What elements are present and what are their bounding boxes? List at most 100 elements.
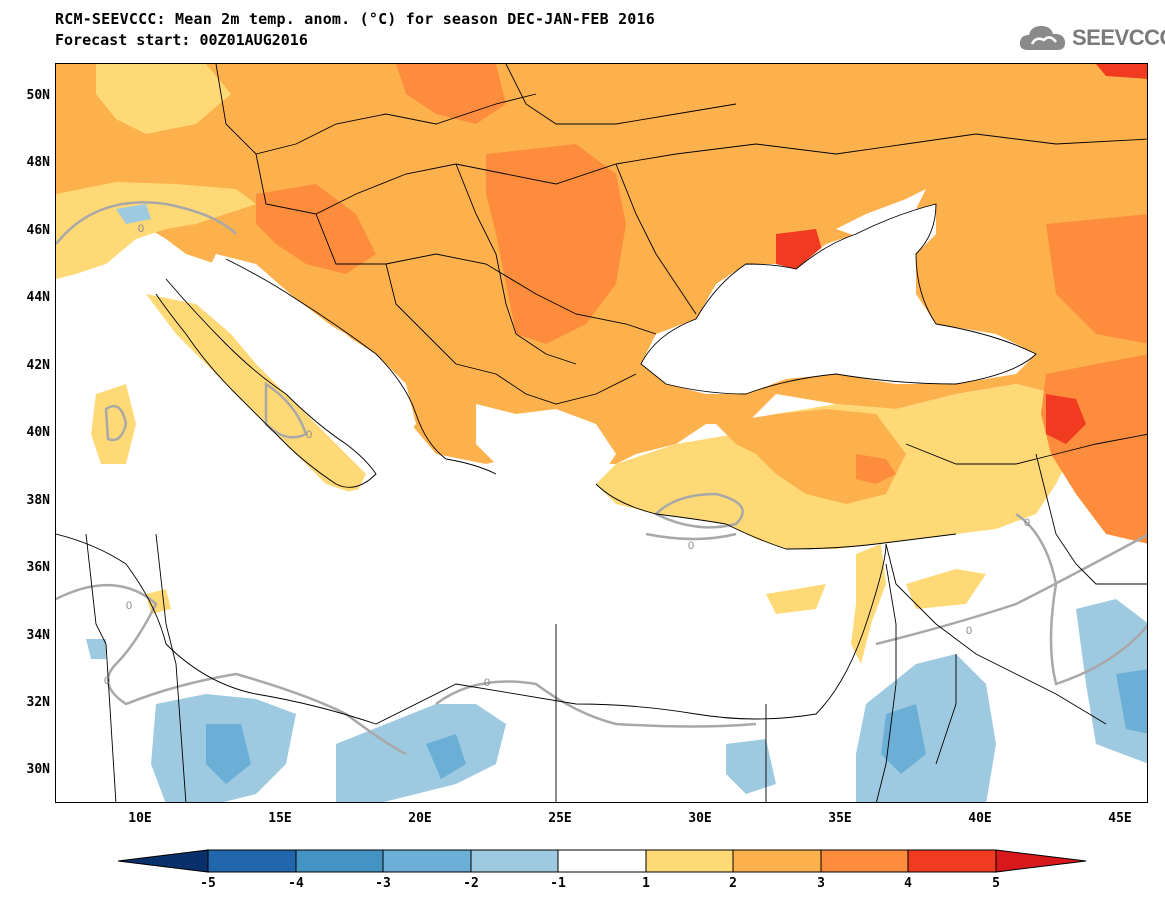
lon-label-35e: 35E (828, 811, 852, 826)
aegean-sea (476, 404, 616, 494)
lat-label-38n: 38N (26, 493, 50, 508)
contour-label: 0 (126, 600, 132, 612)
libya-anomaly-neg-2-3 (206, 724, 251, 784)
colorbar-seg-9 (907, 849, 997, 873)
syria-anomaly-1-2 (906, 569, 986, 609)
zero-contour-africa-mid (435, 680, 757, 728)
far-northeast-anomaly-3-4 (1046, 214, 1147, 344)
colorbar-seg-2 (295, 849, 384, 873)
coast-balkans (225, 258, 497, 475)
sea-of-azov (836, 189, 926, 236)
colorbar-label-minus2: -2 (463, 876, 479, 891)
border-17 (85, 533, 117, 802)
colorbar-label-4: 4 (904, 876, 912, 891)
lon-label-10e: 10E (128, 811, 152, 826)
zero-contour-east (1015, 512, 1147, 686)
lat-label-30n: 30N (26, 762, 50, 777)
contour-label: 0 (138, 223, 144, 235)
italy-anomaly-1-2 (146, 294, 366, 494)
adriatic-sea (206, 254, 416, 444)
alps-anomaly-1-2 (56, 182, 256, 279)
central-europe-anomaly-3-4 (256, 184, 376, 274)
zero-contour-levant (875, 533, 1147, 646)
alps-anomaly-neg (116, 204, 151, 224)
cyprus-anomaly-1-2 (766, 584, 826, 614)
arabia-anomaly-neg-2-3 (881, 704, 926, 774)
border-4 (385, 263, 637, 405)
arabia-anomaly-neg-1-2 (856, 654, 996, 802)
balkans-anomaly-3-4 (486, 144, 626, 344)
contour-label: 0 (1024, 517, 1030, 529)
contour-label: 0 (966, 625, 972, 637)
zero-contour-turkey-south (645, 532, 737, 541)
ukraine-anomaly-3-4 (396, 64, 506, 124)
border-3 (315, 213, 657, 335)
colorbar-label-minus5: -5 (200, 876, 216, 891)
contour-label: 0 (688, 540, 694, 552)
lat-label-36n: 36N (26, 560, 50, 575)
border-7 (675, 133, 1147, 155)
cloud-icon (1019, 26, 1066, 50)
contour-label: 0 (306, 429, 312, 441)
coast-black-sea (640, 203, 1037, 395)
colorbar-label-minus4: -4 (288, 876, 304, 891)
map-panel: 0 0 0 0 0 0 0 0 (55, 63, 1148, 803)
lon-label-15e: 15E (268, 811, 292, 826)
zero-contour-turkey-west (653, 492, 744, 529)
lat-label-42n: 42N (26, 358, 50, 373)
zero-contour-alps (56, 201, 237, 245)
turkey-anomaly-3-4 (856, 454, 896, 484)
border-6 (615, 163, 697, 315)
logo-text: SEEVCCC (1072, 25, 1165, 50)
sardinia-anomaly (91, 384, 136, 464)
border-9 (905, 433, 1147, 465)
border-11 (885, 543, 1107, 725)
border-10 (1035, 453, 1147, 585)
zero-contours (56, 201, 1147, 756)
forecast-start: Forecast start: 00Z01AUG2016 (55, 31, 308, 49)
colorbar-seg-10 (995, 849, 1087, 873)
lon-label-40e: 40E (968, 811, 992, 826)
anomaly-map: 0 0 0 0 0 0 0 0 (56, 64, 1147, 802)
egypt-west-anomaly-neg-2-3 (426, 734, 466, 779)
northeast-anomaly-4-5 (1096, 64, 1147, 79)
colorbar-label-1: 1 (642, 876, 650, 891)
border-8 (505, 64, 737, 125)
north-anomaly-1-2 (96, 64, 231, 134)
lon-label-25e: 25E (548, 811, 572, 826)
egypt-west-anomaly-neg-1-2 (336, 704, 506, 802)
colorbar-seg-8 (820, 849, 909, 873)
seevccc-logo: SEEVCCC (1018, 20, 1165, 56)
lat-label-40n: 40N (26, 425, 50, 440)
lat-label-44n: 44N (26, 290, 50, 305)
mediterranean-sea (56, 454, 886, 724)
border-16 (155, 533, 187, 802)
colorbar-label-5: 5 (992, 876, 1000, 891)
border-5 (455, 163, 577, 365)
borders (56, 64, 1147, 802)
lat-label-50n: 50N (26, 88, 50, 103)
lat-label-34n: 34N (26, 628, 50, 643)
lat-label-48n: 48N (26, 155, 50, 170)
colorbar-seg-4 (470, 849, 559, 873)
border-13 (935, 654, 957, 765)
colorbar-seg-3 (382, 849, 472, 873)
colorbar-label-2: 2 (729, 876, 737, 891)
colorbar-seg-1 (207, 849, 297, 873)
contour-labels: 0 0 0 0 0 0 0 0 (104, 223, 1030, 689)
contour-label: 0 (484, 677, 490, 689)
levant-anomaly-1-2 (851, 544, 886, 664)
black-sea (641, 204, 1036, 394)
border-1 (215, 64, 537, 155)
colorbar (118, 849, 1087, 873)
colorbar-label-3: 3 (817, 876, 825, 891)
border-2 (255, 153, 677, 215)
east-anomaly-neg-2-3 (1116, 669, 1147, 734)
map-title: RCM-SEEVCCC: Mean 2m temp. anom. (°C) fo… (55, 10, 655, 28)
coast-italy (155, 278, 377, 488)
colorbar-label-minus1: -1 (550, 876, 566, 891)
tunisia-anomaly-1-2 (146, 589, 171, 614)
contour-label: 0 (104, 675, 110, 687)
colorbar-seg-7 (732, 849, 822, 873)
egypt-east-anomaly-neg-1-2 (726, 739, 776, 794)
